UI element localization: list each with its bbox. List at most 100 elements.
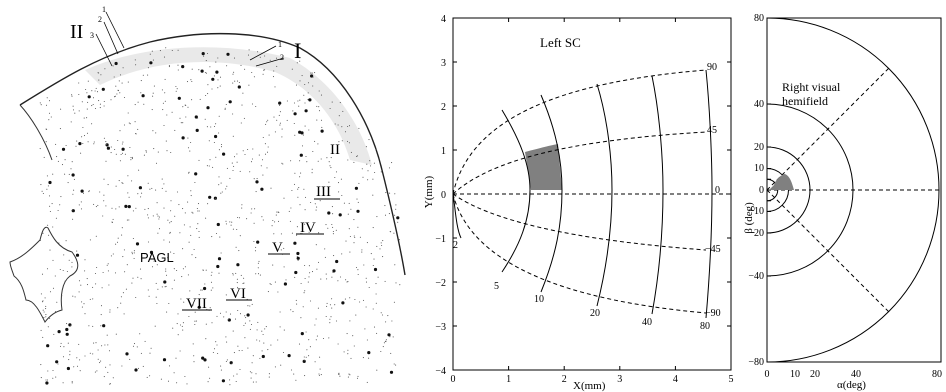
stipple-dot xyxy=(194,320,196,322)
stipple-dot xyxy=(346,333,348,335)
stipple-dot xyxy=(247,54,250,56)
stipple-dot xyxy=(78,93,80,96)
stipple-dot xyxy=(122,256,124,258)
stipple-dot xyxy=(262,174,264,176)
stipple-dot xyxy=(341,194,343,197)
stipple-dot xyxy=(206,126,208,128)
stipple-dot xyxy=(225,223,227,225)
stipple-dot xyxy=(49,317,51,320)
stipple-dot xyxy=(311,172,313,174)
vf-title-line2: hemifield xyxy=(782,94,828,108)
stipple-dot xyxy=(250,323,253,326)
stipple-dot xyxy=(194,115,198,119)
stipple-dot xyxy=(71,210,73,212)
stipple-dot xyxy=(292,311,294,313)
stipple-dot xyxy=(123,96,126,99)
stipple-dot xyxy=(126,264,128,266)
stipple-dot xyxy=(123,313,125,315)
stipple-dot xyxy=(155,189,157,191)
stipple-dot xyxy=(279,122,281,124)
stipple-dot xyxy=(71,266,73,268)
stipple-dot xyxy=(354,298,356,301)
stipple-dot xyxy=(297,196,299,198)
stipple-dot xyxy=(373,258,375,260)
stipple-dot xyxy=(331,101,333,103)
stipple-dot xyxy=(106,334,108,336)
label-pagl: PAGL xyxy=(140,250,174,265)
stipple-dot xyxy=(307,82,310,84)
stipple-dot xyxy=(81,301,83,303)
stipple-dot xyxy=(257,262,259,264)
stipple-dot xyxy=(253,240,255,243)
stipple-dot xyxy=(220,192,222,194)
stipple-dot xyxy=(249,320,251,322)
stipple-dot xyxy=(256,240,260,244)
stipple-dot xyxy=(251,362,253,364)
stipple-dot xyxy=(96,370,98,372)
stipple-dot xyxy=(131,251,133,253)
sc-ytick-label: 1 xyxy=(441,146,446,157)
stipple-dot xyxy=(218,176,220,178)
stipple-dot xyxy=(316,206,318,208)
stipple-dot xyxy=(113,76,115,78)
stipple-dot xyxy=(342,110,344,112)
stipple-dot xyxy=(279,111,281,113)
stipple-dot xyxy=(244,315,246,317)
stipple-dot xyxy=(279,104,281,106)
stipple-dot xyxy=(296,255,298,258)
sc-ytick-label: −1 xyxy=(435,234,446,245)
stipple-dot xyxy=(93,143,95,145)
stipple-dot xyxy=(40,377,42,379)
stipple-dot xyxy=(107,371,109,373)
stipple-dot xyxy=(335,229,337,231)
stipple-dot xyxy=(80,201,82,203)
stipple-dot xyxy=(262,333,264,336)
stipple-dot xyxy=(115,153,117,155)
stipple-dot xyxy=(299,60,301,62)
stipple-dot xyxy=(305,155,307,158)
sc-map-curves xyxy=(452,69,731,319)
stipple-dot xyxy=(251,372,253,374)
stipple-dot xyxy=(218,115,220,117)
stipple-dot xyxy=(233,71,235,73)
stipple-dot xyxy=(68,173,70,175)
stipple-dot xyxy=(296,256,300,260)
stipple-dot xyxy=(264,69,266,71)
stipple-dot xyxy=(282,163,284,165)
stipple-dot xyxy=(165,47,167,49)
stipple-dot xyxy=(84,355,86,357)
stipple-dot xyxy=(102,271,104,274)
stipple-dot xyxy=(215,61,217,63)
stipple-dot xyxy=(39,148,41,150)
stipple-dot xyxy=(330,316,332,318)
stipple-dot xyxy=(308,231,310,233)
stipple-dot xyxy=(59,345,62,347)
stipple-dot xyxy=(285,279,287,281)
stipple-dot xyxy=(47,326,49,328)
stipple-dot xyxy=(109,309,111,311)
stipple-dot xyxy=(356,198,358,200)
stipple-dot xyxy=(211,88,213,90)
stipple-dot xyxy=(121,365,123,367)
stipple-dot xyxy=(91,90,93,92)
stipple-dot xyxy=(149,188,151,190)
stipple-dot xyxy=(231,162,233,164)
stipple-dot xyxy=(337,182,340,184)
stipple-dot xyxy=(163,260,165,262)
stipple-dot xyxy=(86,132,89,134)
stipple-dot xyxy=(267,349,269,351)
stipple-dot xyxy=(304,196,307,198)
stipple-dot xyxy=(240,64,242,66)
stipple-dot xyxy=(236,153,238,155)
stipple-dot xyxy=(147,241,150,243)
stipple-dot xyxy=(366,381,368,383)
stipple-dot xyxy=(220,365,222,367)
stipple-dot xyxy=(182,329,184,331)
stipple-dot xyxy=(83,303,85,305)
stipple-dot xyxy=(106,143,108,146)
stipple-dot xyxy=(122,67,124,69)
vf-xtick-80: 80 xyxy=(932,369,942,380)
stipple-dot xyxy=(327,227,329,229)
stipple-dot xyxy=(106,146,110,150)
